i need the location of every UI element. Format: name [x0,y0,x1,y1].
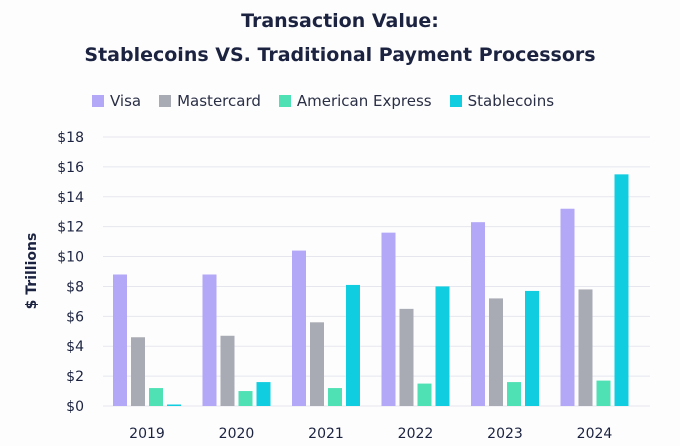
legend-item: Stablecoins [449,92,555,110]
legend-item: American Express [278,92,432,110]
bar-american-express [596,380,611,406]
x-tick-label: 2024 [577,426,613,442]
bar-mastercard [310,322,324,406]
bar-stablecoins [256,382,271,406]
bar-visa [471,222,485,406]
bar-american-express [149,388,163,406]
legend-label: Visa [110,92,142,110]
x-tick-label: 2022 [398,426,434,442]
y-axis-label: $ Trillions [24,233,40,310]
bar-mastercard [489,298,503,406]
bar-american-express [328,388,342,406]
bar-stablecoins [435,286,450,406]
legend-item: Mastercard [159,92,261,110]
legend-label: American Express [296,92,432,110]
bar-stablecoins [525,290,539,406]
bar-stablecoins [614,174,629,406]
y-tick-label: $10 [57,250,84,266]
bar-stablecoins [167,404,181,406]
x-tick-label: 2021 [308,426,344,442]
legend-swatch [278,95,291,107]
bar-american-express [417,383,432,406]
y-tick-label: $8 [66,279,84,295]
bar-visa [381,232,396,406]
bar-american-express [507,382,521,406]
bar-visa [113,274,127,406]
y-tick-label: $4 [66,339,84,355]
y-tick-label: $16 [57,160,84,176]
legend-swatch [159,95,172,107]
y-tick-label: $18 [57,130,84,146]
legend-swatch [92,95,104,107]
x-tick-label: 2023 [487,426,523,442]
bar-stablecoins [346,284,360,406]
y-tick-label: $6 [66,309,84,325]
legend: Visa Mastercard American Express Stablecoin… [92,92,554,110]
x-tick-label: 2019 [129,426,165,442]
legend-swatch [449,95,462,107]
bar-visa [202,274,217,406]
bar-mastercard [578,289,593,406]
y-tick-label: $0 [66,399,84,415]
chart-title: Transaction Value: [241,10,439,32]
y-tick-label: $12 [57,220,84,236]
x-tick-label: 2020 [219,426,255,442]
bar-mastercard [131,337,145,406]
bar-mastercard [220,335,235,406]
bar-visa [292,250,306,406]
legend-label: Stablecoins [467,92,555,110]
bar-mastercard [399,308,414,406]
legend-item: Visa [92,92,141,110]
bar-american-express [238,391,253,406]
bar-visa [560,208,575,406]
y-tick-label: $2 [66,369,84,385]
chart-subtitle: Stablecoins VS. Traditional Payment Proc… [84,44,596,66]
y-tick-label: $14 [57,190,84,206]
legend-label: Mastercard [177,92,261,110]
